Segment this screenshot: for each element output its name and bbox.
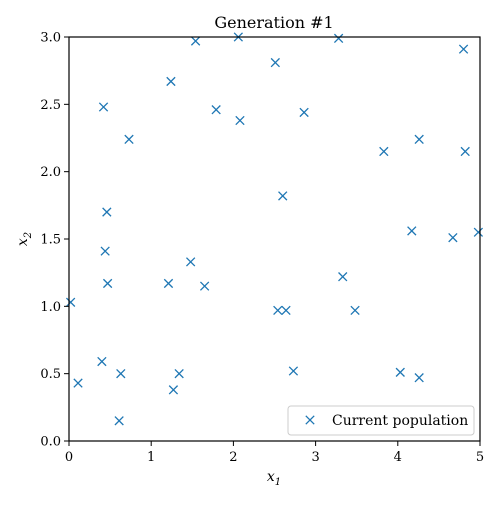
- data-point: [281, 305, 291, 316]
- data-point: [102, 207, 112, 217]
- x-axis: 0 1 2 3 4 5: [65, 441, 484, 465]
- data-point: [168, 385, 179, 395]
- x-axis-label: x1: [267, 469, 281, 488]
- data-point: [299, 107, 309, 118]
- y-axis-label-subscript: 2: [23, 232, 34, 239]
- legend-x-marker: [305, 415, 315, 425]
- data-point: [185, 257, 196, 267]
- data-point: [288, 366, 299, 376]
- data-point: [395, 367, 405, 377]
- y-tick-label: 2.5: [40, 98, 61, 113]
- data-point: [448, 232, 458, 243]
- x-axis-label-subscript: 1: [275, 477, 281, 488]
- data-point: [114, 416, 124, 426]
- data-point: [211, 105, 221, 115]
- data-point: [273, 305, 283, 316]
- data-point: [98, 102, 109, 112]
- data-point: [270, 57, 280, 68]
- data-point: [163, 278, 174, 289]
- chart-title: Generation #1: [214, 13, 333, 32]
- data-point: [473, 227, 484, 237]
- data-point: [278, 191, 288, 201]
- data-point: [116, 369, 126, 379]
- points-layer: [65, 32, 484, 426]
- y-tick-label: 0.5: [40, 367, 61, 382]
- data-point: [379, 146, 389, 157]
- legend-entry-label: Current population: [332, 413, 468, 429]
- data-point: [102, 278, 113, 289]
- data-point: [166, 76, 176, 87]
- y-tick-label: 3.0: [40, 31, 61, 46]
- y-tick-label: 2.0: [40, 165, 61, 180]
- x-tick-label: 1: [147, 450, 155, 465]
- y-axis: 0.0 0.5 1.0 1.5 2.0 2.5 3.0: [40, 31, 69, 450]
- data-point: [407, 226, 417, 236]
- data-point: [333, 33, 344, 44]
- x-axis-label-main: x: [267, 469, 275, 485]
- legend-box: [287, 405, 475, 436]
- data-point: [97, 356, 107, 367]
- y-axis-label: x2: [15, 232, 34, 246]
- x-tick-label: 0: [65, 450, 73, 465]
- data-point: [458, 44, 469, 54]
- data-point: [190, 36, 201, 46]
- data-point: [414, 373, 424, 383]
- x-tick-label: 2: [229, 450, 237, 465]
- data-point: [460, 146, 470, 157]
- legend: Current population: [287, 405, 475, 436]
- data-point: [65, 297, 76, 307]
- y-axis-label-main: x: [15, 238, 31, 246]
- legend-marker-icon: [305, 415, 315, 425]
- data-point: [414, 134, 424, 145]
- data-point: [350, 305, 360, 316]
- data-point: [338, 272, 348, 282]
- data-point: [235, 115, 245, 126]
- data-point: [199, 281, 210, 291]
- data-point: [174, 369, 184, 379]
- data-point: [73, 378, 83, 388]
- x-tick-label: 5: [476, 450, 484, 465]
- data-point: [100, 246, 110, 256]
- x-tick-label: 4: [394, 450, 402, 465]
- y-tick-label: 1.5: [40, 233, 61, 248]
- y-tick-label: 0.0: [40, 435, 61, 450]
- y-tick-label: 1.0: [40, 300, 61, 315]
- data-point: [124, 134, 134, 145]
- x-tick-label: 3: [311, 450, 319, 465]
